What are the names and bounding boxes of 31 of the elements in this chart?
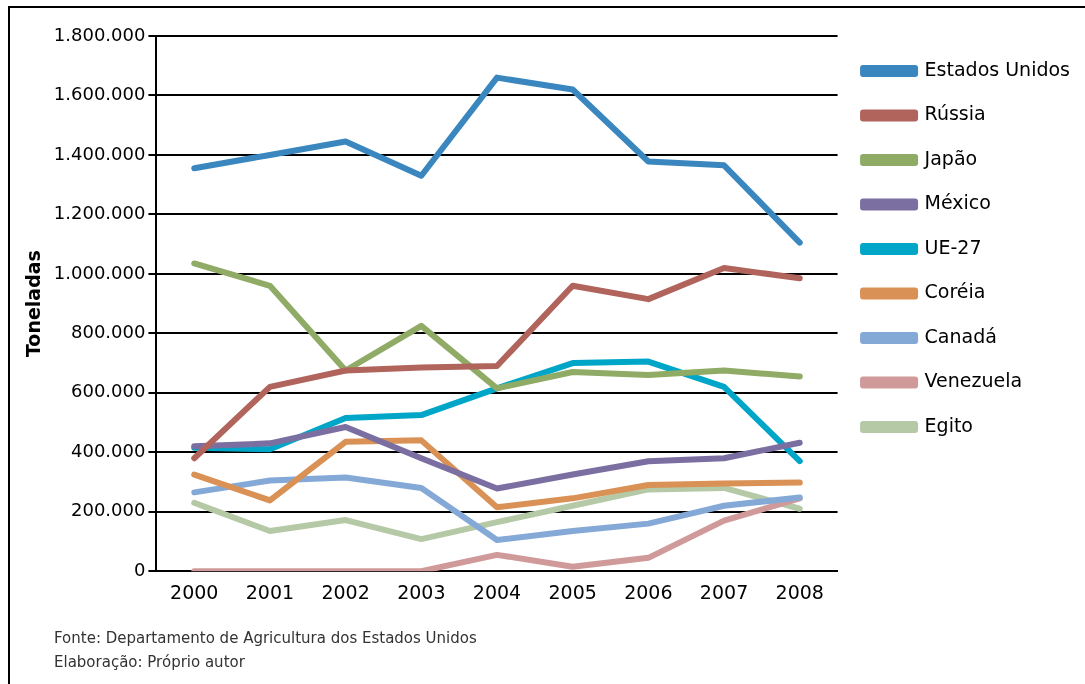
y-tick-label: 1.400.000 — [53, 142, 146, 164]
y-tick-label: 1.200.000 — [53, 202, 146, 224]
y-tick-label: 400.000 — [70, 439, 146, 461]
x-tick-label: 2007 — [699, 580, 749, 603]
legend-label: Japão — [923, 146, 978, 169]
x-tick-label: 2003 — [397, 580, 446, 603]
legend-label: Rússia — [924, 102, 986, 125]
legend-label: Coréia — [924, 280, 986, 303]
text: Elaboração: Próprio autor — [54, 652, 246, 673]
legend-label: Egito — [924, 413, 973, 436]
legend-label: UE-27 — [924, 235, 982, 258]
x-tick-label: 2008 — [775, 580, 824, 603]
legend-label: México — [924, 191, 991, 214]
legend-label: Estados Unidos — [924, 57, 1071, 80]
x-tick-label: 2004 — [472, 580, 522, 603]
source-note: Fonte: Departamento de Agricultura dos Estados Unidos — [54, 628, 477, 649]
y-tick-label: 1.000.000 — [53, 261, 146, 283]
y-tick-label: 1.800.000 — [53, 23, 146, 45]
y-tick-label: 600.000 — [70, 380, 146, 402]
x-tick-label: 2001 — [245, 580, 295, 603]
y-tick-label: 1.600.000 — [53, 83, 146, 105]
y-tick-label: 800.000 — [70, 321, 146, 343]
x-tick-label: 2006 — [624, 580, 673, 603]
legend-label: Venezuela — [924, 369, 1023, 392]
x-tick-label: 2002 — [321, 580, 370, 603]
legend-label: Canadá — [924, 324, 997, 347]
y-tick-label: 200.000 — [70, 499, 146, 521]
y-tick-label: 0 — [133, 558, 146, 580]
x-tick-label: 2005 — [548, 580, 597, 603]
y-axis-title: Toneladas — [22, 250, 45, 358]
x-tick-label: 2000 — [170, 580, 219, 603]
